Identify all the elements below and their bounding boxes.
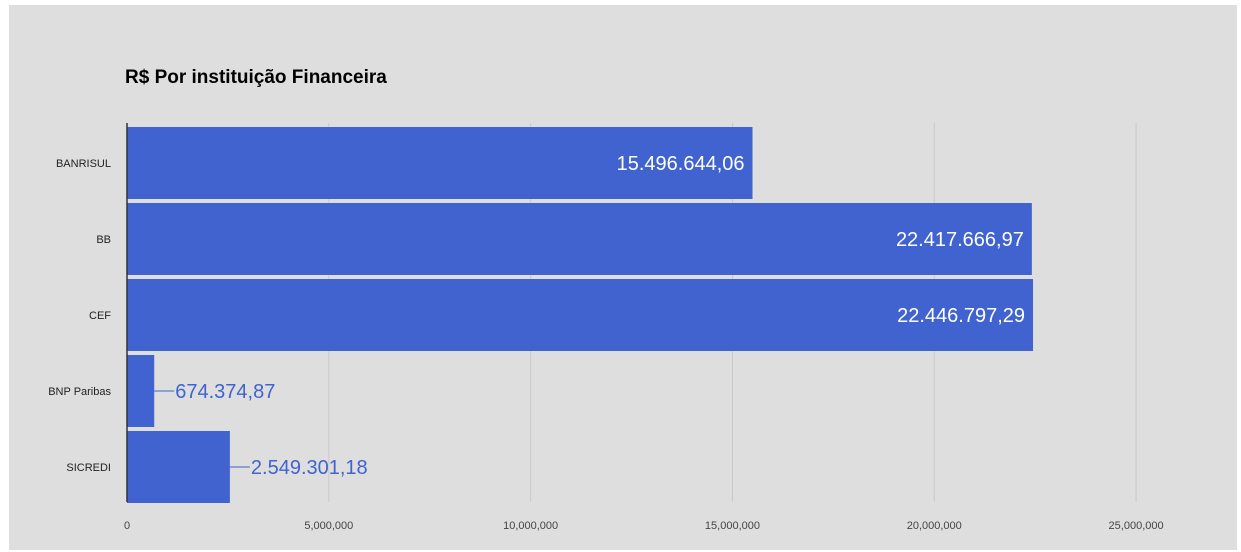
x-tick-label: 10,000,000 [503, 520, 558, 532]
x-tick-label: 20,000,000 [907, 520, 962, 532]
x-tick-label: 5,000,000 [304, 520, 353, 532]
labels: 0 5,000,000 10,000,000 15,000,000 20,000,000… [48, 153, 1163, 532]
chart-panel: R$ Por instituição Financeira 0 5,000,000… [9, 5, 1237, 550]
data-label: 674.374,87 [175, 381, 275, 403]
data-label: 22.446.797,29 [897, 305, 1025, 327]
category-label: BB [96, 234, 111, 246]
bars [127, 127, 1034, 503]
bar-chart: R$ Por instituição Financeira 0 5,000,000… [48, 67, 1163, 532]
x-tick-label: 25,000,000 [1109, 520, 1164, 532]
x-tick-label: 15,000,000 [705, 520, 760, 532]
bar [127, 431, 230, 503]
bar [127, 279, 1034, 351]
category-label: CEF [89, 310, 111, 322]
bar [127, 203, 1032, 275]
x-tick-label: 0 [124, 520, 130, 532]
bar [127, 355, 155, 427]
bar [127, 127, 753, 199]
data-label: 15.496.644,06 [617, 153, 745, 175]
category-label: BANRISUL [56, 158, 111, 170]
category-label: SICREDI [66, 462, 111, 474]
data-label: 2.549.301,18 [251, 457, 368, 479]
category-label: BNP Paribas [48, 386, 111, 398]
chart-title: R$ Por instituição Financeira [125, 67, 387, 88]
data-label: 22.417.666,97 [896, 229, 1024, 251]
